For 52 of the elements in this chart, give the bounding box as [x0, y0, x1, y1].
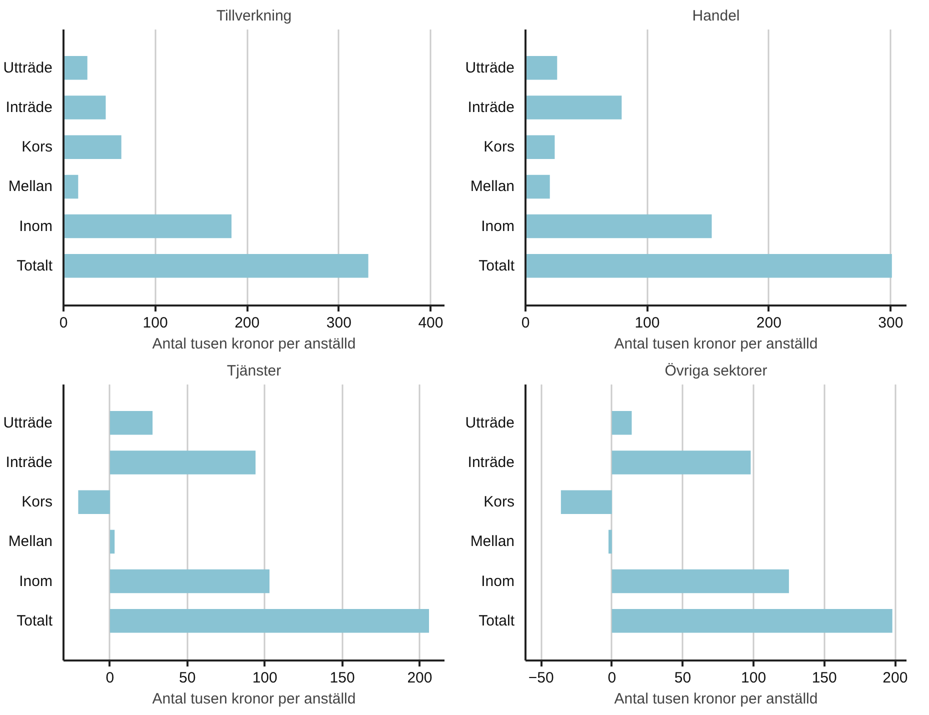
y-tick-label: Mellan: [470, 533, 514, 550]
x-tick-label: 0: [59, 314, 68, 332]
y-tick-label: Totalt: [478, 257, 516, 274]
y-tick-label: Mellan: [470, 178, 514, 196]
y-tick-label: Kors: [484, 494, 514, 511]
y-tick-label: Mellan: [8, 178, 52, 196]
y-tick-label: Inträde: [468, 454, 515, 472]
y-tick-label: Kors: [484, 138, 514, 156]
y-tick-label: Inträde: [468, 99, 515, 116]
x-tick-label: 200: [756, 314, 782, 332]
y-tick-label: Utträde: [465, 414, 515, 432]
y-tick-label: Inträde: [6, 454, 53, 472]
x-axis-title: Antal tusen kronor per anställd: [152, 690, 356, 708]
x-axis-title: Antal tusen kronor per anställd: [614, 336, 818, 352]
x-axis-title: Antal tusen kronor per anställd: [152, 336, 356, 352]
x-tick-label: 400: [418, 314, 444, 332]
x-tick-label: 150: [812, 670, 837, 686]
x-tick-label: 50: [179, 670, 196, 686]
x-tick-label: 0: [106, 670, 114, 686]
x-tick-label: 200: [882, 670, 908, 686]
chart-title: Tjänster: [226, 362, 282, 380]
chart-title: Övriga sektorer: [664, 362, 768, 380]
x-tick-label: 300: [326, 314, 352, 332]
x-tick-label: 200: [234, 314, 260, 332]
y-tick-label: Utträde: [3, 414, 53, 432]
x-tick-label: 100: [142, 314, 168, 332]
y-tick-label: Inom: [19, 572, 53, 590]
y-tick-label: Utträde: [465, 59, 515, 76]
y-tick-label: Mellan: [8, 533, 52, 550]
x-tick-label: 100: [741, 670, 766, 686]
y-tick-label: Inom: [481, 572, 515, 590]
y-tick-label: Totalt: [478, 612, 516, 630]
x-tick-label: 150: [330, 670, 355, 686]
x-tick-label: 0: [608, 670, 616, 686]
x-tick-label: 100: [252, 670, 278, 686]
y-tick-label: Kors: [22, 138, 52, 156]
x-tick-label: 100: [634, 314, 660, 332]
y-tick-label: Inom: [19, 218, 53, 235]
x-tick-label: 0: [521, 314, 530, 332]
y-tick-label: Utträde: [3, 59, 53, 76]
x-tick-label: 50: [674, 670, 692, 686]
y-tick-label: Kors: [22, 494, 52, 511]
y-tick-label: Inträde: [6, 99, 53, 116]
y-tick-label: Totalt: [16, 257, 54, 274]
x-tick-label: 200: [407, 670, 432, 686]
chart-title: Handel: [692, 8, 740, 24]
x-tick-label: 300: [878, 314, 904, 332]
y-tick-label: Totalt: [16, 612, 54, 630]
x-tick-label: −50: [528, 670, 554, 686]
x-axis-title: Antal tusen kronor per anställd: [614, 690, 818, 708]
y-tick-label: Inom: [481, 218, 515, 235]
chart-title: Tillverkning: [216, 8, 292, 24]
